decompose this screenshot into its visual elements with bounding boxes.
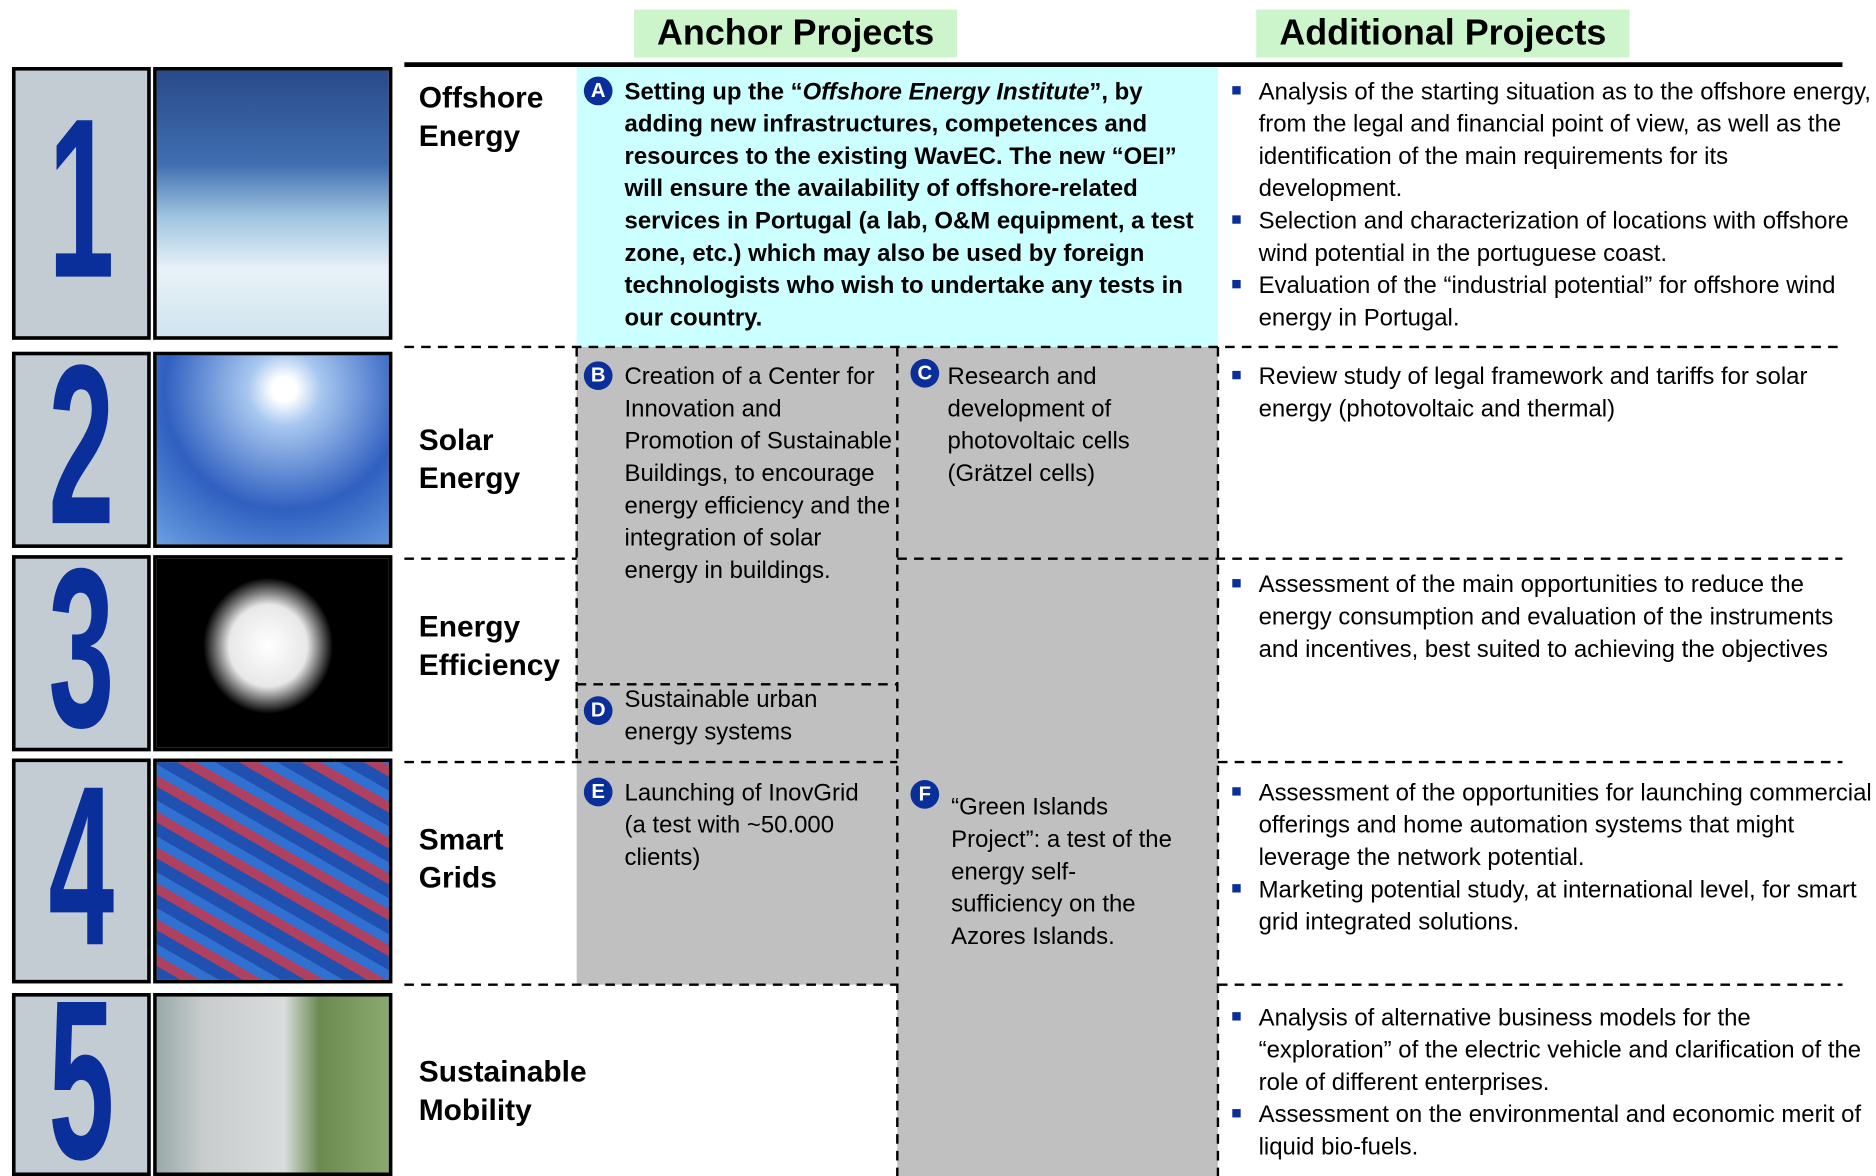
project-text: Setting up the “Offshore Energy Institut… <box>625 77 1211 335</box>
wave-image <box>153 66 393 340</box>
project-text: Launching of InovGrid (a test with ~50.0… <box>624 780 859 871</box>
bullet: Assessment of the main opportunities to … <box>1232 569 1876 666</box>
bullet: Assessment of the opportunities for laun… <box>1232 778 1876 875</box>
number-box: 4 <box>11 758 151 984</box>
row-number: 2 <box>48 351 115 548</box>
row-number: 5 <box>48 993 115 1176</box>
row-number: 3 <box>48 555 115 752</box>
bullet-list: Analysis of the starting situation as to… <box>1232 77 1876 335</box>
sun-image <box>153 351 393 548</box>
project-box <box>576 66 1218 347</box>
topic: Smart Grids <box>419 821 504 898</box>
project-box <box>897 346 1218 1176</box>
topic-line: Energy <box>418 610 521 644</box>
project-text: Sustainable urban energy systems <box>624 686 818 746</box>
topic: Sustainable Mobility <box>419 1053 587 1130</box>
project-box <box>576 346 898 985</box>
project-letter: E <box>583 777 613 807</box>
bullet: Marketing potential study, at internatio… <box>1232 875 1876 940</box>
bulb-image <box>153 555 393 752</box>
text: ”, by adding new infrastructures, compet… <box>624 78 1194 332</box>
anchor-header: Anchor Projects <box>634 9 958 58</box>
row-number: 4 <box>48 758 115 984</box>
bullet-list: Analysis of alternative business models … <box>1232 1003 1876 1165</box>
number-box: 5 <box>11 993 151 1176</box>
number-box: 3 <box>11 555 151 752</box>
topic: Solar Energy <box>419 421 520 498</box>
bullet: Evaluation of the “industrial potential”… <box>1232 270 1876 335</box>
number-box: 1 <box>11 66 151 340</box>
charger-image <box>153 993 393 1176</box>
topic-line: Mobility <box>418 1093 532 1128</box>
topic-line: Grids <box>418 861 497 895</box>
topic-line: Efficiency <box>418 648 561 682</box>
project-text: “Green Islands Project”: a test of the e… <box>951 794 1172 950</box>
bullet: Assessment on the environmental and econ… <box>1232 1099 1876 1164</box>
topic-line: Offshore <box>418 81 544 115</box>
bullet: Analysis of the starting situation as to… <box>1232 77 1876 206</box>
text: Setting up the “ <box>624 78 803 106</box>
bullet: Analysis of alternative business models … <box>1232 1003 1876 1100</box>
additional-header: Additional Projects <box>1256 9 1630 58</box>
topic-line: Solar <box>418 423 494 458</box>
row-number: 1 <box>48 72 115 326</box>
bullet: Review study of legal framework and tari… <box>1232 361 1876 426</box>
project-letter: F <box>910 780 940 809</box>
topic-line: Sustainable <box>418 1055 587 1089</box>
bullet-list: Review study of legal framework and tari… <box>1232 361 1876 426</box>
bullet: Selection and characterization of locati… <box>1232 206 1876 271</box>
project-text: Research and development of photovoltaic… <box>947 363 1130 487</box>
grid-image <box>153 758 393 984</box>
topic-line: Smart <box>418 823 504 857</box>
project-letter: C <box>910 358 940 388</box>
text: Offshore Energy Institute <box>802 78 1090 106</box>
bullet-list: Assessment of the main opportunities to … <box>1232 569 1876 666</box>
topic-line: Energy <box>418 461 521 496</box>
project-letter: B <box>583 361 613 391</box>
topic: Offshore Energy <box>419 79 544 156</box>
project-letter: A <box>583 76 613 106</box>
topic: Energy Efficiency <box>419 608 560 685</box>
project-text: Creation of a Center for Innovation and … <box>624 363 892 584</box>
project-letter: D <box>583 696 613 726</box>
bullet-list: Assessment of the opportunities for laun… <box>1232 778 1876 940</box>
topic-line: Energy <box>418 119 521 154</box>
number-box: 2 <box>11 351 151 548</box>
